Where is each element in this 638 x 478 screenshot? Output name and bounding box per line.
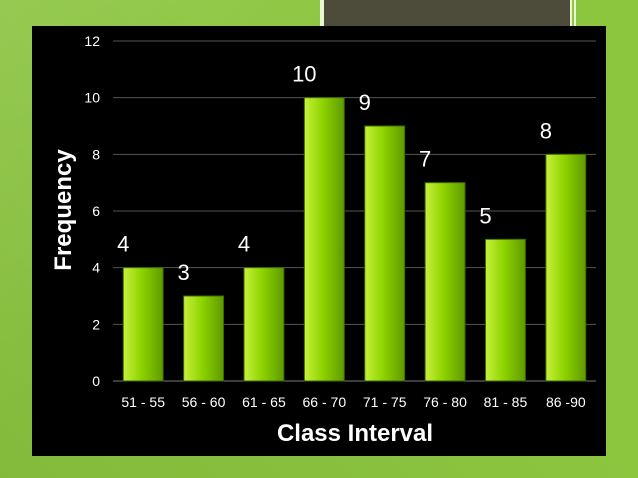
bar: [424, 182, 466, 382]
bar: [485, 238, 526, 382]
bar: [545, 153, 587, 382]
x-tick-label: 56 - 60: [182, 394, 226, 410]
y-axis-title: Frequency: [50, 149, 77, 271]
decorative-line-left: [320, 0, 322, 28]
x-tick-label: 81 - 85: [484, 394, 528, 410]
bar: [303, 97, 345, 382]
y-tick-label: 10: [84, 90, 100, 106]
data-label: 3: [177, 260, 189, 285]
bar: [122, 267, 164, 382]
y-axis-ticks: 0 2 4 6 8 10 12: [84, 33, 100, 389]
data-label: 4: [117, 232, 129, 257]
y-tick-label: 4: [92, 260, 100, 276]
data-label: 4: [238, 232, 250, 257]
bar: [183, 295, 224, 382]
x-tick-label: 66 - 70: [303, 394, 347, 410]
bar: [243, 267, 285, 382]
x-axis-title: Class Interval: [277, 420, 433, 447]
y-tick-label: 12: [84, 33, 100, 49]
x-tick-label: 86 -90: [546, 394, 586, 410]
x-tick-label: 71 - 75: [363, 394, 407, 410]
data-label: 9: [359, 90, 371, 115]
y-tick-label: 8: [92, 146, 100, 162]
y-tick-label: 6: [92, 203, 100, 219]
x-tick-label: 51 - 55: [121, 394, 165, 410]
data-labels: 4 3 4 10 9 7 5 8: [117, 62, 552, 285]
y-tick-label: 0: [92, 373, 100, 389]
x-tick-label: 61 - 65: [242, 394, 286, 410]
data-label: 5: [479, 203, 491, 228]
bar: [364, 125, 406, 382]
bars: [122, 97, 587, 382]
data-label: 7: [419, 147, 431, 172]
x-axis-ticks: 51 - 55 56 - 60 61 - 65 66 - 70 71 - 75 76 - …: [121, 394, 585, 410]
x-tick-label: 76 - 80: [423, 394, 467, 410]
data-label: 8: [540, 118, 552, 143]
y-tick-label: 2: [92, 316, 100, 332]
decorative-title-box: [322, 0, 572, 26]
decorative-line-right: [574, 0, 576, 28]
data-label: 10: [292, 62, 316, 87]
